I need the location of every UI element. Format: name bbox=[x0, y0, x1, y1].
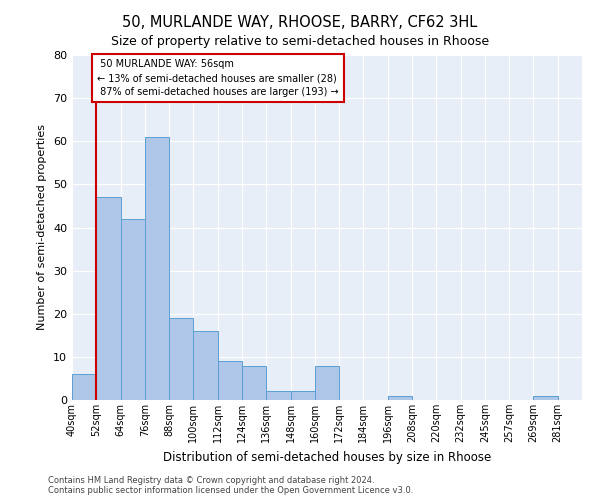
Text: Size of property relative to semi-detached houses in Rhoose: Size of property relative to semi-detach… bbox=[111, 35, 489, 48]
Bar bbox=[290, 392, 315, 400]
Bar bbox=[96, 198, 121, 400]
Bar bbox=[72, 374, 96, 400]
Text: Contains HM Land Registry data © Crown copyright and database right 2024.
Contai: Contains HM Land Registry data © Crown c… bbox=[48, 476, 413, 495]
Bar bbox=[169, 318, 193, 400]
X-axis label: Distribution of semi-detached houses by size in Rhoose: Distribution of semi-detached houses by … bbox=[163, 450, 491, 464]
Bar bbox=[218, 361, 242, 400]
Text: 50, MURLANDE WAY, RHOOSE, BARRY, CF62 3HL: 50, MURLANDE WAY, RHOOSE, BARRY, CF62 3H… bbox=[122, 15, 478, 30]
Bar bbox=[266, 392, 290, 400]
Bar bbox=[145, 137, 169, 400]
Bar bbox=[242, 366, 266, 400]
Text: 50 MURLANDE WAY: 56sqm
← 13% of semi-detached houses are smaller (28)
 87% of se: 50 MURLANDE WAY: 56sqm ← 13% of semi-det… bbox=[97, 60, 339, 98]
Bar bbox=[121, 219, 145, 400]
Y-axis label: Number of semi-detached properties: Number of semi-detached properties bbox=[37, 124, 47, 330]
Bar bbox=[388, 396, 412, 400]
Bar bbox=[315, 366, 339, 400]
Bar bbox=[193, 331, 218, 400]
Bar bbox=[533, 396, 558, 400]
